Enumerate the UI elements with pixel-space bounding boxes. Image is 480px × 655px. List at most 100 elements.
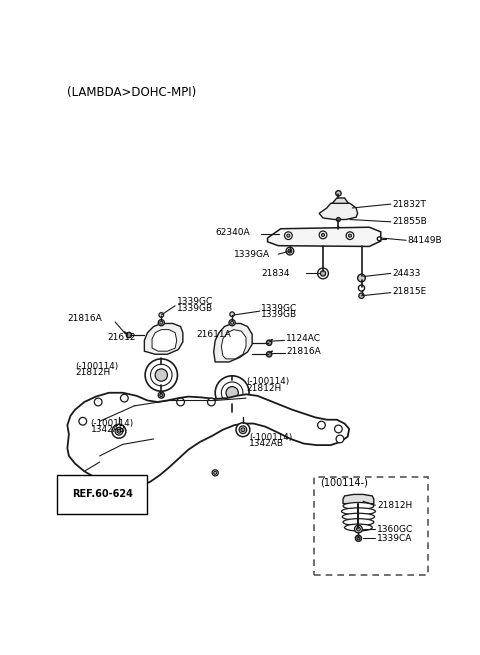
Circle shape	[214, 472, 217, 474]
Circle shape	[241, 428, 245, 432]
Polygon shape	[267, 227, 381, 246]
Polygon shape	[114, 483, 118, 488]
Text: (100114-): (100114-)	[320, 477, 368, 487]
Circle shape	[115, 428, 123, 435]
Circle shape	[117, 429, 121, 433]
Circle shape	[207, 398, 215, 406]
Ellipse shape	[342, 514, 374, 520]
Circle shape	[359, 293, 364, 299]
Circle shape	[287, 234, 290, 237]
Circle shape	[355, 525, 362, 533]
Circle shape	[358, 274, 365, 282]
Circle shape	[266, 340, 272, 345]
Circle shape	[357, 527, 360, 531]
Circle shape	[229, 320, 235, 326]
Circle shape	[155, 369, 168, 381]
Circle shape	[322, 233, 324, 236]
Text: 21834: 21834	[262, 269, 290, 278]
Text: 21855B: 21855B	[392, 217, 427, 227]
Text: 1124AC: 1124AC	[286, 334, 321, 343]
Text: 21832T: 21832T	[392, 200, 426, 208]
Circle shape	[120, 394, 128, 402]
Text: 1339GC: 1339GC	[262, 303, 298, 312]
Text: 21812H: 21812H	[377, 500, 412, 510]
Text: (-100114): (-100114)	[249, 433, 292, 442]
Circle shape	[79, 417, 86, 425]
Text: 1342AB: 1342AB	[90, 425, 125, 434]
Circle shape	[215, 376, 249, 409]
Polygon shape	[214, 324, 252, 362]
Circle shape	[230, 411, 234, 415]
Circle shape	[377, 237, 381, 240]
Circle shape	[151, 364, 172, 386]
Circle shape	[158, 392, 164, 398]
Circle shape	[159, 312, 164, 317]
Circle shape	[229, 409, 235, 416]
Circle shape	[336, 217, 340, 221]
Text: 21812H: 21812H	[75, 368, 110, 377]
Text: (-100114): (-100114)	[246, 377, 289, 386]
Circle shape	[336, 435, 344, 443]
Text: REF.60-624: REF.60-624	[72, 489, 133, 499]
Circle shape	[357, 536, 360, 540]
Circle shape	[318, 421, 325, 429]
FancyBboxPatch shape	[314, 477, 428, 575]
Ellipse shape	[341, 508, 375, 515]
Polygon shape	[144, 324, 183, 354]
Circle shape	[230, 321, 234, 324]
Circle shape	[319, 231, 327, 239]
Circle shape	[145, 359, 178, 391]
Text: 21612: 21612	[108, 333, 136, 342]
Circle shape	[112, 424, 126, 438]
Circle shape	[335, 425, 342, 433]
Circle shape	[359, 285, 365, 291]
Circle shape	[177, 398, 184, 406]
Text: 21816A: 21816A	[286, 346, 321, 356]
Polygon shape	[67, 393, 349, 485]
Circle shape	[230, 312, 234, 316]
Polygon shape	[319, 202, 358, 219]
Circle shape	[212, 470, 218, 476]
Circle shape	[236, 422, 250, 437]
Circle shape	[94, 398, 102, 406]
Circle shape	[355, 535, 361, 542]
Text: 1342AB: 1342AB	[249, 439, 284, 448]
Ellipse shape	[343, 519, 374, 525]
Text: 1339CA: 1339CA	[377, 534, 412, 543]
Circle shape	[160, 394, 163, 397]
Text: (LAMBDA>DOHC-MPI): (LAMBDA>DOHC-MPI)	[67, 86, 197, 99]
Circle shape	[286, 247, 294, 255]
Text: 21611A: 21611A	[196, 329, 231, 339]
Circle shape	[266, 352, 272, 357]
Ellipse shape	[343, 502, 374, 510]
Text: (-100114): (-100114)	[75, 362, 118, 371]
Text: 84149B: 84149B	[408, 236, 443, 245]
Text: 1339GC: 1339GC	[177, 297, 213, 307]
Polygon shape	[152, 329, 177, 351]
Circle shape	[346, 232, 354, 240]
Circle shape	[221, 382, 243, 403]
Circle shape	[239, 426, 247, 434]
Circle shape	[226, 386, 238, 399]
Text: 24433: 24433	[392, 269, 420, 278]
Circle shape	[285, 232, 292, 240]
Circle shape	[160, 321, 163, 324]
Text: 62340A: 62340A	[215, 228, 250, 237]
Circle shape	[336, 191, 341, 196]
Text: 1360GC: 1360GC	[377, 525, 413, 534]
Polygon shape	[332, 198, 348, 203]
Text: 21815E: 21815E	[392, 287, 427, 295]
Circle shape	[318, 268, 328, 279]
Ellipse shape	[345, 524, 372, 531]
Circle shape	[126, 332, 132, 338]
Polygon shape	[343, 495, 374, 504]
Circle shape	[348, 234, 351, 237]
Text: 1339GB: 1339GB	[177, 303, 213, 312]
Text: 21816A: 21816A	[67, 314, 102, 324]
Circle shape	[320, 271, 326, 276]
Text: 1339GB: 1339GB	[262, 310, 298, 319]
Circle shape	[288, 249, 292, 253]
Circle shape	[158, 320, 164, 326]
Circle shape	[336, 227, 341, 232]
Polygon shape	[221, 329, 246, 359]
